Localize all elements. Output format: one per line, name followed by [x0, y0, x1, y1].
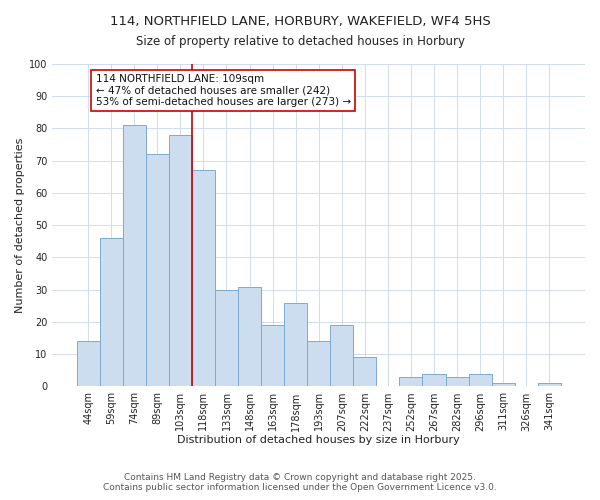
- Bar: [169, 135, 192, 386]
- Bar: [538, 383, 561, 386]
- Bar: [123, 126, 146, 386]
- Text: 114 NORTHFIELD LANE: 109sqm
← 47% of detached houses are smaller (242)
53% of se: 114 NORTHFIELD LANE: 109sqm ← 47% of det…: [95, 74, 350, 107]
- Bar: [307, 342, 330, 386]
- Text: 114, NORTHFIELD LANE, HORBURY, WAKEFIELD, WF4 5HS: 114, NORTHFIELD LANE, HORBURY, WAKEFIELD…: [110, 15, 490, 28]
- Bar: [400, 377, 422, 386]
- Bar: [422, 374, 446, 386]
- Bar: [469, 374, 491, 386]
- Bar: [284, 302, 307, 386]
- Bar: [330, 325, 353, 386]
- Bar: [491, 383, 515, 386]
- Bar: [77, 342, 100, 386]
- Y-axis label: Number of detached properties: Number of detached properties: [15, 138, 25, 313]
- Bar: [353, 358, 376, 386]
- Bar: [100, 238, 123, 386]
- Bar: [261, 325, 284, 386]
- Bar: [215, 290, 238, 386]
- Text: Contains HM Land Registry data © Crown copyright and database right 2025.
Contai: Contains HM Land Registry data © Crown c…: [103, 473, 497, 492]
- Text: Size of property relative to detached houses in Horbury: Size of property relative to detached ho…: [136, 35, 464, 48]
- Bar: [238, 286, 261, 386]
- Bar: [146, 154, 169, 386]
- X-axis label: Distribution of detached houses by size in Horbury: Distribution of detached houses by size …: [178, 435, 460, 445]
- Bar: [192, 170, 215, 386]
- Bar: [446, 377, 469, 386]
